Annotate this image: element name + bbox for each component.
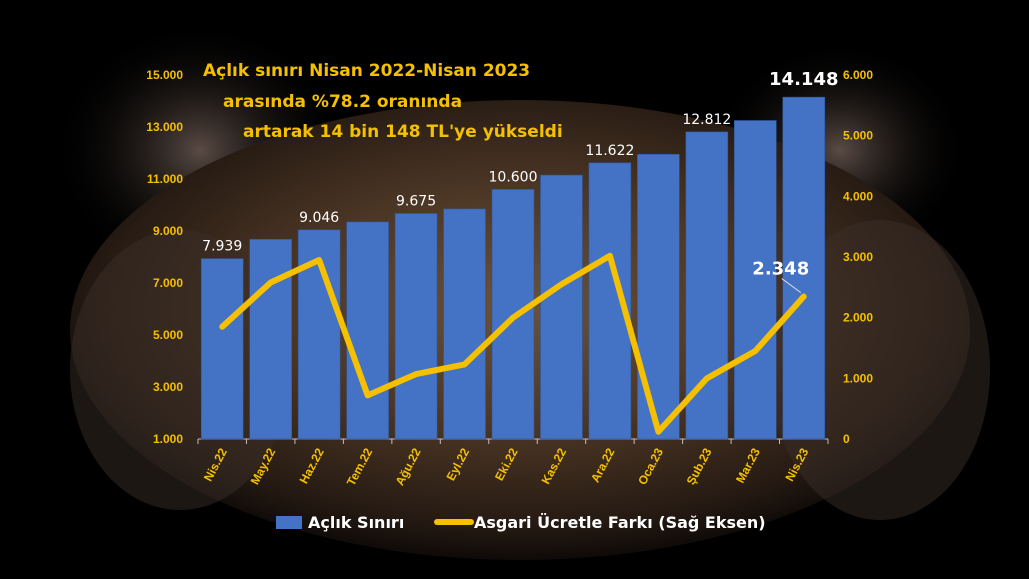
y-right-tick-label: 2.000 xyxy=(843,311,873,325)
bars xyxy=(200,96,826,440)
y-left-tick-label: 9.000 xyxy=(153,224,183,238)
y-left-tick-label: 3.000 xyxy=(153,380,183,394)
y-left-tick-label: 13.000 xyxy=(146,120,183,134)
line-point xyxy=(753,349,757,353)
bar xyxy=(249,239,292,440)
line-point xyxy=(220,325,224,329)
y-left-tick-label: 11.000 xyxy=(147,172,183,186)
line-point xyxy=(269,280,273,284)
bar-data-label: 11.622 xyxy=(585,143,634,159)
chart-title-line: arasında %78.2 oranında xyxy=(223,92,462,112)
y-left-tick-label: 15.000 xyxy=(146,68,183,82)
y-left-tick-label: 7.000 xyxy=(153,276,183,290)
bar xyxy=(782,96,826,440)
bar-data-label: 12.812 xyxy=(682,112,731,128)
y-left-tick-label: 1.000 xyxy=(153,432,183,446)
chart-title-line: Açlık sınırı Nisan 2022-Nisan 2023 xyxy=(203,61,530,81)
line-label-leader xyxy=(781,278,802,293)
line-point xyxy=(366,393,370,397)
y-right-tick-label: 1.000 xyxy=(843,371,873,385)
bar xyxy=(443,208,486,440)
line-point xyxy=(463,362,467,366)
line-point xyxy=(414,372,418,376)
line-point xyxy=(608,254,612,258)
data-labels: 7.939 9.046 9.675 10.600 11.622 12.812 14.148 2… xyxy=(202,69,839,293)
line-point xyxy=(705,376,709,380)
legend-label-line: Asgari Ücretle Farkı (Sağ Eksen) xyxy=(474,513,766,532)
y-right-tick-label: 6.000 xyxy=(843,68,873,82)
line-point xyxy=(559,282,563,286)
bar-data-label: 10.600 xyxy=(489,169,538,185)
bar-data-label: 7.939 xyxy=(202,239,242,255)
bar xyxy=(394,213,438,440)
legend-swatch-bar xyxy=(276,516,302,529)
chart-title-line: artarak 14 bin 148 TL'ye yükseldi xyxy=(243,122,563,142)
y-right-tick-label: 5.000 xyxy=(843,129,873,143)
line-point xyxy=(656,430,660,434)
bar-data-label: 14.148 xyxy=(769,69,838,90)
bar-data-label: 9.675 xyxy=(396,193,436,209)
line-point xyxy=(511,316,515,320)
line-data-label: 2.348 xyxy=(752,259,809,280)
bar xyxy=(734,120,777,440)
y-right-tick-label: 0 xyxy=(843,432,850,446)
bar-data-label: 9.046 xyxy=(299,210,339,226)
legend: Açlık Sınırı Asgari Ücretle Farkı (Sağ Ek… xyxy=(276,513,766,532)
line-point xyxy=(802,295,806,299)
y-left-tick-label: 5.000 xyxy=(153,328,183,342)
bar xyxy=(637,154,680,440)
bar xyxy=(685,131,729,440)
bar xyxy=(346,221,389,440)
y-right-tick-label: 4.000 xyxy=(843,189,873,203)
bar xyxy=(200,258,244,440)
line-series xyxy=(219,252,807,435)
bar xyxy=(540,174,583,440)
legend-label-bar: Açlık Sınırı xyxy=(308,513,404,532)
y-right-tick-label: 3.000 xyxy=(843,250,873,264)
chart-title: Açlık sınırı Nisan 2022-Nisan 2023 arasın… xyxy=(203,61,563,142)
line-point xyxy=(317,258,321,262)
